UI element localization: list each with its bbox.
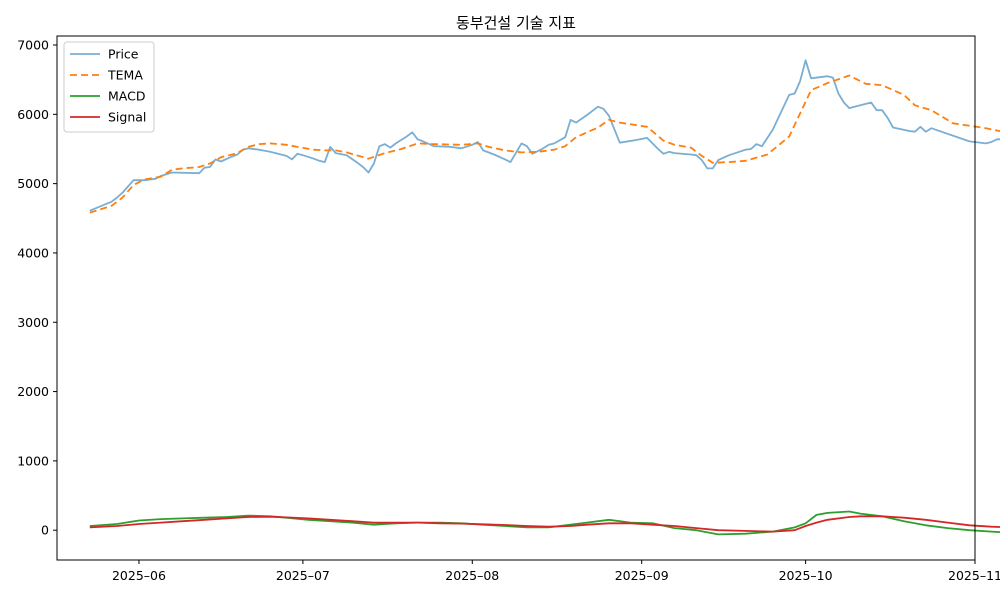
x-tick-label: 2025–11 — [948, 568, 1000, 583]
y-tick-label: 3000 — [17, 315, 49, 330]
y-tick-label: 4000 — [17, 245, 49, 260]
legend-box — [63, 41, 155, 133]
legend-label-price: Price — [108, 47, 139, 62]
x-tick-label: 2025–07 — [276, 568, 330, 583]
y-tick-label: 2000 — [17, 384, 49, 399]
series-line-tema — [89, 74, 1000, 214]
axes: 0 1000 2000 3000 4000 5000 6000 7000 2025–06 2025… — [17, 38, 1000, 583]
plot-frame — [56, 35, 976, 561]
chart-title: 동부건설 기술 지표 — [456, 14, 576, 32]
legend-label-signal: Signal — [108, 110, 146, 125]
series-line-price — [89, 59, 1000, 212]
x-tick-label: 2025–06 — [112, 568, 166, 583]
y-tick-label: 7000 — [17, 38, 49, 53]
y-tick-label: 0 — [41, 523, 49, 538]
x-tick-label: 2025–09 — [615, 568, 669, 583]
legend-label-macd: MACD — [108, 89, 145, 104]
y-tick-label: 5000 — [17, 176, 49, 191]
legend-label-tema: TEMA — [107, 68, 143, 83]
x-tick-label: 2025–08 — [445, 568, 499, 583]
series-line-macd — [89, 510, 1000, 536]
y-tick-label: 1000 — [17, 453, 49, 468]
series-line-signal — [89, 515, 1000, 533]
plot-area — [89, 59, 1000, 536]
x-tick-label: 2025–10 — [779, 568, 833, 583]
legend: Price TEMA MACD Signal — [63, 41, 155, 133]
y-tick-label: 6000 — [17, 107, 49, 122]
